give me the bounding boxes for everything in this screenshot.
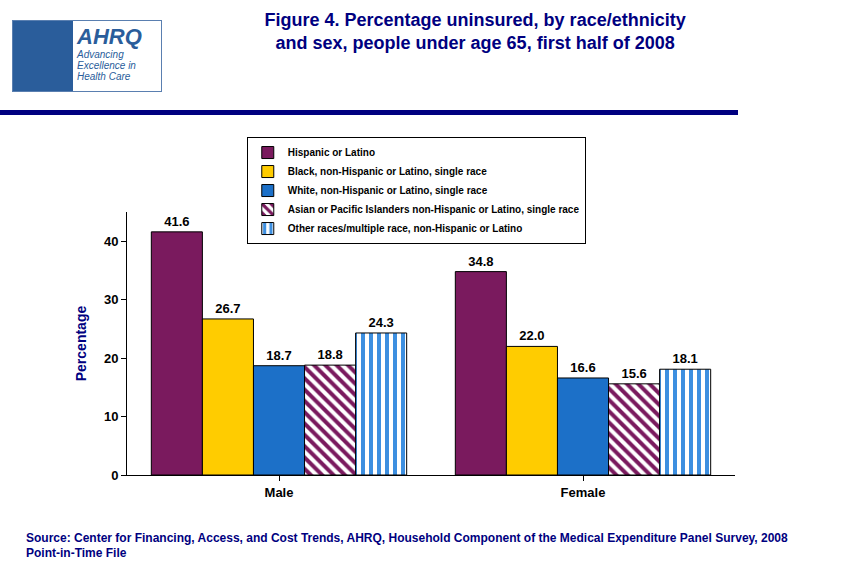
svg-text:24.3: 24.3	[368, 315, 393, 330]
svg-text:White, non-Hispanic or Latino,: White, non-Hispanic or Latino, single ra…	[288, 185, 488, 196]
svg-text:22.0: 22.0	[519, 328, 544, 343]
svg-text:Percentage: Percentage	[73, 306, 89, 382]
svg-text:Female: Female	[561, 485, 606, 500]
svg-text:Black, non-Hispanic or Latino,: Black, non-Hispanic or Latino, single ra…	[288, 166, 487, 177]
svg-text:18.1: 18.1	[672, 351, 697, 366]
html-text:Advancing Excellence in Health: Advancing Excellence in Health Care	[77, 49, 136, 82]
svg-text:26.7: 26.7	[215, 301, 240, 316]
svg-text:30: 30	[104, 292, 118, 307]
html-text:Source: Center for Financing,: Source: Center for Financing, Access, an…	[26, 531, 788, 560]
svg-text:20: 20	[104, 351, 118, 366]
svg-text:Figure 4. Percentage uninsured: Figure 4. Percentage uninsured, by race/…	[265, 10, 686, 53]
svg-text:18.8: 18.8	[317, 347, 342, 362]
html-text:AHRQ: AHRQ	[77, 24, 142, 49]
svg-text:41.6: 41.6	[164, 214, 189, 229]
svg-text:Male: Male	[265, 485, 294, 500]
svg-text:Hispanic or Latino: Hispanic or Latino	[288, 147, 375, 158]
svg-text:15.6: 15.6	[621, 366, 646, 381]
svg-text:34.8: 34.8	[468, 254, 493, 269]
svg-text:Other races/multiple race, non: Other races/multiple race, non-Hispanic …	[288, 223, 523, 234]
svg-text:Asian or Pacific Islanders non: Asian or Pacific Islanders non-Hispanic …	[288, 204, 580, 215]
svg-text:16.6: 16.6	[570, 360, 595, 375]
svg-text:40: 40	[104, 234, 118, 249]
svg-text:0: 0	[111, 468, 118, 483]
svg-text:18.7: 18.7	[266, 348, 291, 363]
svg-text:10: 10	[104, 409, 118, 424]
